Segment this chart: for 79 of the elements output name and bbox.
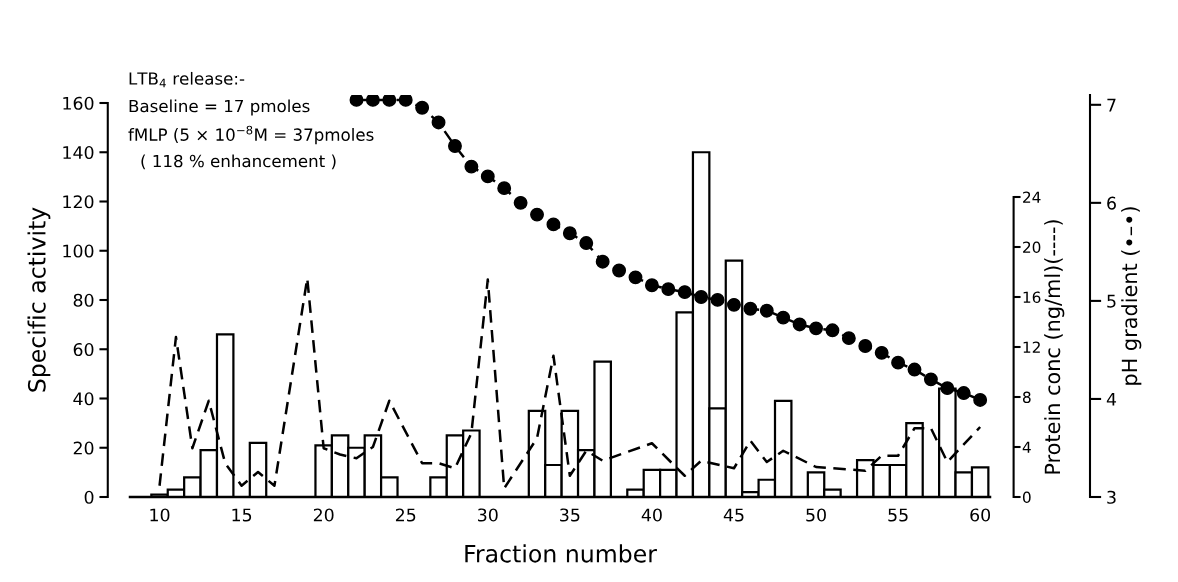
point — [776, 310, 791, 325]
y3-axis-title: pH gradient (•–•) — [1121, 207, 1142, 385]
x-tick-label: 10 — [150, 508, 170, 522]
x-axis-title: Fraction number — [465, 544, 657, 563]
point — [891, 355, 906, 370]
point — [415, 100, 430, 115]
y-tick-label: 20 — [73, 441, 94, 455]
point — [464, 159, 479, 174]
y-tick-label: 120 — [63, 195, 94, 209]
y-tick-label: 140 — [63, 145, 94, 160]
point — [874, 345, 889, 360]
x-tick-label: 20 — [313, 508, 334, 522]
point — [759, 303, 774, 318]
x-tick-label: 60 — [970, 508, 991, 522]
point — [398, 95, 413, 107]
point — [727, 297, 741, 312]
point — [809, 321, 823, 336]
point — [710, 292, 725, 307]
point — [595, 254, 610, 269]
x-tick-label: 30 — [478, 508, 498, 522]
point — [940, 381, 955, 396]
point — [546, 217, 561, 232]
text: LTB$_{4}$ release:- — [129, 71, 245, 88]
point — [628, 270, 643, 285]
point — [349, 95, 364, 107]
point — [382, 95, 397, 107]
point — [907, 362, 922, 377]
point — [562, 226, 577, 241]
annotation: ( 118 % enhancement ) — [141, 154, 336, 170]
point — [973, 392, 988, 407]
x-tick-label: 25 — [395, 508, 416, 522]
point — [431, 115, 446, 130]
point — [579, 236, 594, 250]
y3-tick-label: 6 — [1107, 196, 1116, 210]
y3-tick-label: 5 — [1107, 294, 1116, 308]
y3-tick-label: 7 — [1107, 98, 1116, 112]
point — [661, 282, 676, 297]
point — [644, 278, 659, 293]
y2-tick-label: 12 — [1023, 341, 1040, 353]
y2-tick-label: 8 — [1022, 391, 1031, 404]
point — [841, 331, 856, 346]
point — [694, 290, 709, 304]
y-axis-title: Specific activity — [27, 207, 51, 392]
y2-tick-label: 16 — [1023, 291, 1041, 304]
y2-axis-title: Protein conc (ng/ml)(----) — [1044, 220, 1065, 474]
x-tick-label: 50 — [806, 508, 826, 522]
y2-tick-label: 24 — [1023, 191, 1041, 203]
point — [956, 386, 971, 401]
point — [677, 285, 692, 300]
point — [513, 195, 528, 210]
y-tick-label: 40 — [73, 392, 94, 406]
x-tick-label: 55 — [888, 508, 908, 522]
x-tick-label: 15 — [232, 508, 252, 522]
point — [612, 263, 627, 278]
x-tick-label: 45 — [723, 508, 744, 522]
y-tick-label: 160 — [63, 96, 94, 110]
point — [792, 317, 807, 332]
y-tick-label: 0 — [84, 490, 94, 504]
point — [497, 181, 512, 196]
point — [858, 339, 873, 353]
point — [480, 169, 495, 184]
y3-tick-label: 4 — [1106, 392, 1117, 406]
point — [743, 301, 758, 316]
y2-tick-label: 20 — [1023, 241, 1041, 254]
y2-tick-label: 0 — [1022, 491, 1031, 504]
point — [365, 95, 380, 107]
y3-tick-label: 3 — [1107, 490, 1116, 504]
x-tick-label: 35 — [560, 508, 580, 522]
point — [825, 323, 840, 338]
annotation: Baseline = 17 pmoles — [129, 99, 310, 116]
x-tick-label: 40 — [641, 508, 662, 522]
annotation: fMLP (5 × 10$^{−8}$M = 37pmoles — [128, 125, 374, 145]
point — [530, 207, 544, 222]
y-tick-label: 60 — [73, 342, 94, 357]
point — [923, 372, 938, 387]
y-tick-label: 80 — [73, 293, 94, 307]
y-tick-label: 100 — [63, 244, 94, 258]
y2-tick-label: 4 — [1022, 441, 1031, 453]
point — [448, 139, 462, 153]
